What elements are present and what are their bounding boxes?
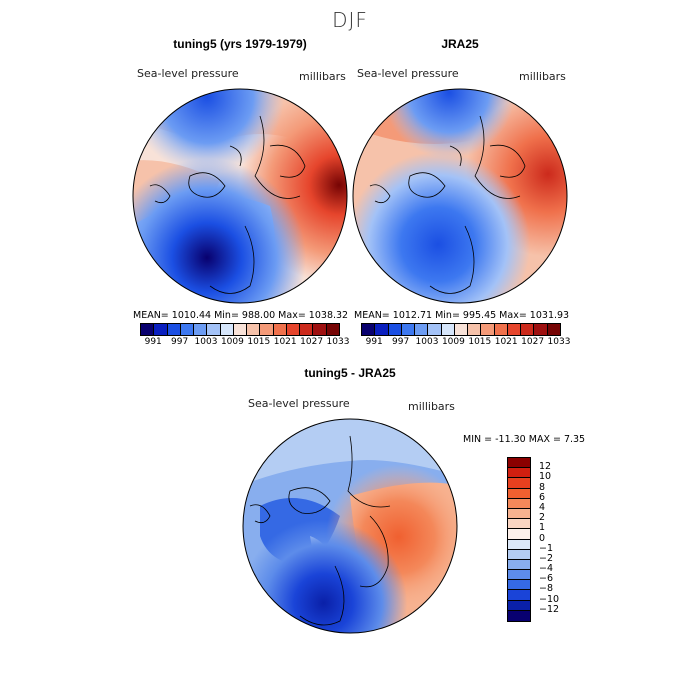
colorbar-difference-tick-label: 12 — [539, 461, 552, 473]
panel-title-model: tuning5 (yrs 1979-1979) — [173, 37, 307, 51]
colorbar-difference-tick-label: −12 — [539, 603, 560, 615]
colorbar-reanalysis-swatch — [362, 324, 376, 335]
colorbar-reanalysis-swatch — [547, 324, 560, 335]
polar-map-difference — [242, 418, 458, 634]
colorbar-model-tick-label: 1003 — [194, 337, 218, 347]
colorbar-model-swatch — [300, 324, 314, 335]
colorbar-reanalysis-tick-label: 1021 — [494, 337, 518, 347]
colorbar-difference-swatch — [508, 529, 530, 540]
colorbar-model-swatch — [273, 324, 287, 335]
colorbar-difference-swatch — [508, 458, 530, 469]
field-label-difference: Sea-level pressure — [248, 397, 350, 410]
colorbar-reanalysis-tick-label: 1027 — [521, 337, 545, 347]
colorbar-difference-swatch — [508, 468, 530, 479]
colorbar-difference-tick-label: −10 — [539, 593, 560, 605]
colorbar-model-swatch — [207, 324, 221, 335]
colorbar-reanalysis-swatch — [388, 324, 402, 335]
colorbar-reanalysis-tick-label: 1033 — [547, 337, 571, 347]
colorbar-model-swatch — [247, 324, 261, 335]
colorbar-difference-swatch — [508, 570, 530, 581]
colorbar-reanalysis-swatch — [507, 324, 522, 335]
colorbar-reanalysis-swatch — [521, 324, 535, 335]
colorbar-reanalysis-tick-label: 1003 — [415, 337, 439, 347]
colorbar-difference-swatch — [508, 549, 530, 560]
colorbar-model-tick-label: 1015 — [247, 337, 271, 347]
colorbar-reanalysis-swatch — [375, 324, 389, 335]
colorbar-model-swatch — [286, 324, 301, 335]
colorbar-model-tick-label: 1033 — [326, 337, 350, 347]
colorbar-reanalysis-swatch — [441, 324, 455, 335]
colorbar-difference-tick-label: −6 — [539, 573, 554, 585]
polar-map-model — [132, 88, 348, 304]
field-label-model: Sea-level pressure — [137, 67, 239, 80]
colorbar-reanalysis-swatch — [428, 324, 442, 335]
panel-title-reanalysis: JRA25 — [441, 37, 479, 51]
colorbar-reanalysis-tick-label: 1015 — [468, 337, 492, 347]
colorbar-difference-tick-label: 1 — [539, 522, 546, 534]
colorbar-model-swatch — [194, 324, 208, 335]
panel-title-difference: tuning5 - JRA25 — [304, 366, 396, 380]
colorbar-difference-tick-label: 0 — [539, 532, 546, 544]
colorbar-model — [140, 323, 340, 336]
colorbar-model-swatch — [141, 324, 155, 335]
colorbar-reanalysis-tick-label: 991 — [365, 337, 383, 347]
colorbar-difference-tick-label: 8 — [539, 481, 546, 493]
field-label-reanalysis: Sea-level pressure — [357, 67, 459, 80]
units-label-model: millibars — [299, 70, 346, 83]
colorbar-ticks-reanalysis: 991 997 1003 1009 1015 1021 1027 1033 — [361, 337, 571, 349]
units-label-reanalysis: millibars — [519, 70, 566, 83]
colorbar-difference-swatch — [508, 498, 530, 509]
colorbar-difference-swatch — [508, 488, 530, 499]
colorbar-difference-tick-label: −8 — [539, 583, 554, 595]
colorbar-model-tick-label: 991 — [144, 337, 162, 347]
colorbar-model-swatch — [326, 324, 339, 335]
colorbar-reanalysis-tick-label: 997 — [392, 337, 410, 347]
units-label-difference: millibars — [408, 400, 455, 413]
colorbar-ticks-model: 991 997 1003 1009 1015 1021 1027 1033 — [140, 337, 350, 349]
colorbar-difference-swatch — [508, 590, 530, 601]
polar-map-reanalysis — [352, 88, 568, 304]
colorbar-model-tick-label: 1009 — [220, 337, 244, 347]
minmax-difference: MIN = -11.30 MAX = 7.35 — [463, 434, 586, 445]
colorbar-difference-swatch — [508, 559, 530, 571]
colorbar-difference — [507, 457, 531, 622]
colorbar-difference-tick-label: 10 — [539, 471, 552, 483]
colorbar-difference-swatch — [508, 519, 530, 530]
colorbar-reanalysis-swatch — [534, 324, 548, 335]
colorbar-reanalysis-swatch — [401, 324, 416, 335]
colorbar-reanalysis-swatch — [415, 324, 429, 335]
colorbar-ticks-difference: 12 10 8 6 4 2 1 0 −1 −2 −4 −6 −8 −10 −12 — [537, 457, 577, 620]
colorbar-reanalysis-swatch — [454, 324, 469, 335]
colorbar-model-swatch — [154, 324, 168, 335]
colorbar-model-swatch — [260, 324, 274, 335]
colorbar-difference-tick-label: −2 — [539, 552, 554, 564]
colorbar-model-tick-label: 997 — [171, 337, 189, 347]
colorbar-model-swatch — [233, 324, 248, 335]
colorbar-difference-tick-label: 6 — [539, 491, 546, 503]
colorbar-model-tick-label: 1027 — [300, 337, 324, 347]
colorbar-reanalysis-swatch — [468, 324, 482, 335]
colorbar-difference-tick-label: −4 — [539, 563, 554, 575]
colorbar-model-swatch — [313, 324, 327, 335]
colorbar-reanalysis-swatch — [494, 324, 508, 335]
colorbar-difference-swatch — [508, 600, 530, 611]
colorbar-difference-tick-label: 4 — [539, 501, 546, 513]
stats-reanalysis: MEAN= 1012.71 Min= 995.45 Max= 1031.93 — [354, 310, 570, 321]
colorbar-reanalysis-swatch — [481, 324, 495, 335]
colorbar-difference-swatch — [508, 580, 530, 591]
colorbar-model-swatch — [220, 324, 234, 335]
colorbar-reanalysis-tick-label: 1009 — [441, 337, 465, 347]
colorbar-difference-swatch — [508, 478, 530, 489]
colorbar-model-tick-label: 1021 — [273, 337, 297, 347]
colorbar-model-swatch — [167, 324, 181, 335]
colorbar-difference-swatch — [508, 508, 530, 520]
colorbar-difference-swatch — [508, 610, 530, 621]
colorbar-model-swatch — [180, 324, 195, 335]
colorbar-reanalysis — [361, 323, 561, 336]
stats-model: MEAN= 1010.44 Min= 988.00 Max= 1038.32 — [133, 310, 349, 321]
colorbar-difference-swatch — [508, 539, 530, 550]
colorbar-difference-tick-label: 2 — [539, 512, 546, 524]
colorbar-difference-tick-label: −1 — [539, 542, 554, 554]
season-title: DJF — [332, 8, 368, 32]
